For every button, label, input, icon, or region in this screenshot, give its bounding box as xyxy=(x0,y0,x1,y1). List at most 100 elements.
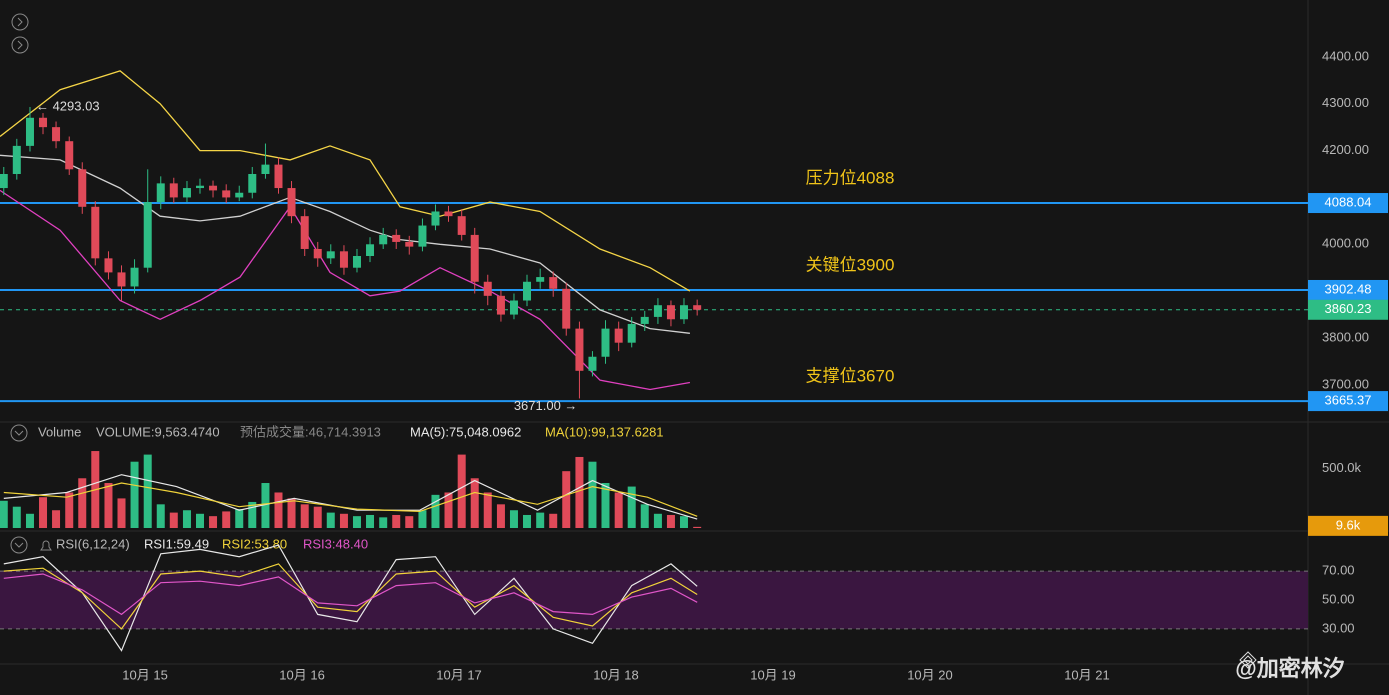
volume-bar xyxy=(195,513,204,528)
volume-legend: MA(10):99,137.6281 xyxy=(545,424,664,439)
collapse-button[interactable] xyxy=(11,13,29,31)
candle-body xyxy=(78,169,87,207)
candle-body xyxy=(483,281,492,296)
volume-bar xyxy=(12,506,21,528)
candle-body xyxy=(653,305,662,317)
level-note: 压力位4088 xyxy=(806,169,895,188)
candle-body xyxy=(169,183,178,198)
watermark-logo xyxy=(1239,651,1257,669)
candle-body xyxy=(614,328,623,343)
candle-body xyxy=(522,281,531,301)
x-tick-label: 10月 20 xyxy=(907,667,953,682)
volume-bar xyxy=(300,504,309,528)
volume-bar xyxy=(522,514,531,528)
candle-body xyxy=(209,185,218,191)
volume-bar xyxy=(143,454,152,528)
volume-bar xyxy=(601,483,610,528)
rsi-legend: RSI(6,12,24) xyxy=(56,536,130,551)
volume-bar xyxy=(405,516,414,528)
volume-bar xyxy=(52,510,61,528)
volume-bar xyxy=(640,504,649,528)
x-tick-label: 10月 21 xyxy=(1064,667,1110,682)
volume-bar xyxy=(509,510,518,528)
volume-bar xyxy=(65,492,74,528)
y-tick-label: 4400.00 xyxy=(1322,48,1369,63)
y-tick-label: 30.00 xyxy=(1322,620,1355,635)
candle-body xyxy=(339,251,348,268)
candle-body xyxy=(588,356,597,371)
volume-bar xyxy=(274,492,283,528)
volume-bar xyxy=(379,517,388,528)
y-tick-label: 4200.00 xyxy=(1322,142,1369,157)
level-box xyxy=(1308,193,1388,214)
candle-body xyxy=(65,141,74,170)
volume-ma-line xyxy=(3,482,698,517)
volume-bar xyxy=(536,512,545,528)
volume-bar xyxy=(483,492,492,528)
volume-bar xyxy=(653,513,662,528)
candle-body xyxy=(627,323,636,343)
candle-body xyxy=(52,127,61,142)
volume-bar xyxy=(261,483,270,528)
volume-bar xyxy=(248,501,257,528)
candle-body xyxy=(601,328,610,357)
volume-legend: VOLUME:9,563.4740 xyxy=(96,424,220,439)
volume-bar xyxy=(25,513,34,528)
candle-body xyxy=(300,216,309,249)
candle-body xyxy=(274,164,283,189)
low-annotation: 3671.00 → xyxy=(514,398,578,413)
rsi-legend: RSI2:53.80 xyxy=(222,536,287,551)
candle-body xyxy=(0,174,8,189)
volume-legend: MA(5):75,048.0962 xyxy=(410,424,521,439)
bollinger-line xyxy=(0,70,691,292)
level-label: 4088.04 xyxy=(1325,194,1372,209)
volume-bar xyxy=(0,500,8,528)
candle-body xyxy=(313,248,322,259)
volume-bar xyxy=(457,454,466,528)
x-tick-label: 10月 19 xyxy=(750,667,796,682)
rsi-line xyxy=(3,563,698,630)
candle-body xyxy=(666,305,675,320)
collapse-button[interactable] xyxy=(11,36,29,54)
candle-body xyxy=(549,277,558,289)
candle-body xyxy=(418,225,427,247)
volume-bar xyxy=(693,526,702,528)
candle-body xyxy=(117,272,126,287)
volume-bar xyxy=(496,504,505,528)
rsi-band xyxy=(0,571,1308,629)
candle-body xyxy=(156,183,165,203)
last-price-label: 3860.23 xyxy=(1325,301,1372,316)
candle-body xyxy=(287,188,296,217)
candle-body xyxy=(326,251,335,259)
volume-bar xyxy=(470,478,479,528)
volume-bar xyxy=(679,516,688,528)
volume-toggle[interactable] xyxy=(10,424,28,442)
volume-legend: 预估成交量:46,714.3913 xyxy=(240,424,381,439)
candle-body xyxy=(222,190,231,198)
volume-bar xyxy=(156,504,165,528)
volume-bar xyxy=(431,494,440,528)
bollinger-line xyxy=(0,154,690,334)
level-box xyxy=(1308,279,1388,300)
candle-body xyxy=(536,277,545,282)
volume-bar xyxy=(418,510,427,528)
candle-body xyxy=(575,328,584,371)
y-tick-label: 4000.00 xyxy=(1322,236,1369,251)
candle-body xyxy=(143,202,152,268)
volume-bar xyxy=(366,514,375,528)
volume-legend: Volume xyxy=(38,424,81,439)
candle-body xyxy=(405,241,414,247)
rsi-toggle[interactable] xyxy=(10,536,52,554)
x-tick-label: 10月 16 xyxy=(279,667,325,682)
high-annotation: ← 4293.03 xyxy=(36,98,100,113)
volume-bar xyxy=(130,461,139,528)
volume-bar xyxy=(549,513,558,528)
volume-bar xyxy=(182,510,191,528)
candle-body xyxy=(39,117,48,128)
volume-bar xyxy=(222,511,231,528)
candle-body xyxy=(235,192,244,198)
volume-bar xyxy=(209,516,218,528)
volume-bar xyxy=(326,512,335,528)
volume-bar xyxy=(39,497,48,528)
volume-bar xyxy=(287,498,296,528)
